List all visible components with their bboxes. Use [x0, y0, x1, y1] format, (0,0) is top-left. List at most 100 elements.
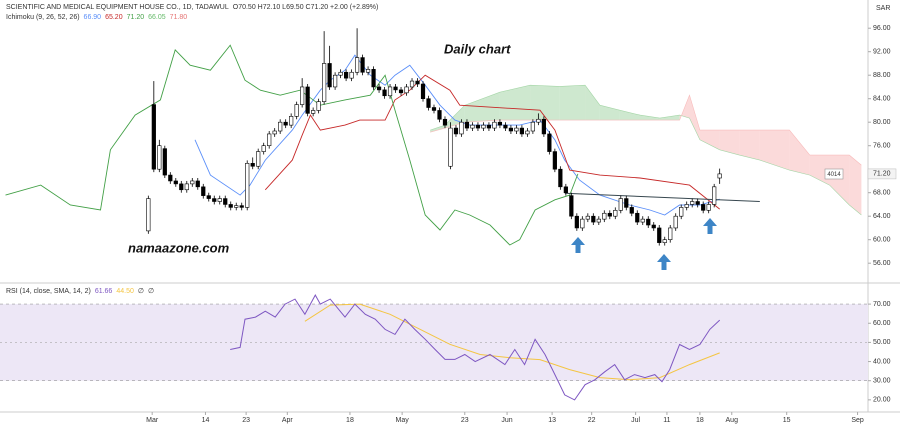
- price-tag: [867, 168, 897, 180]
- x-tick-label: 15: [783, 417, 791, 424]
- x-tick-label: 23: [242, 417, 250, 424]
- candle-body: [201, 186, 206, 196]
- y-tick-label: 96.00: [873, 25, 891, 32]
- y-tick-label: 88.00: [873, 72, 891, 79]
- x-tick-label: 18: [696, 417, 704, 424]
- candle-body: [256, 151, 261, 167]
- y-tick-label: 80.00: [873, 119, 891, 126]
- candle-body: [398, 89, 404, 94]
- candle-body: [492, 121, 497, 129]
- cloud-segment: [499, 85, 531, 121]
- y-tick-label: 50.00: [873, 339, 891, 346]
- candle-body: [646, 218, 651, 226]
- candle-body: [459, 121, 464, 135]
- cloud-segment: [809, 155, 830, 186]
- series-line: [230, 294, 721, 401]
- candle-body: [475, 124, 481, 129]
- x-tick-label: Aug: [726, 417, 739, 424]
- candle-body: [629, 207, 634, 214]
- candle-body: [486, 124, 492, 129]
- legend-value: 61.66: [95, 288, 113, 295]
- legend-value: 66.90: [84, 14, 102, 21]
- candle-body: [250, 163, 255, 167]
- candle-body: [530, 121, 535, 132]
- candle-body: [283, 121, 288, 126]
- x-tick-label: May: [396, 417, 410, 424]
- candle-body: [481, 124, 486, 129]
- candle-body: [679, 207, 684, 217]
- series-line: [5, 44, 579, 246]
- candle-body: [585, 215, 590, 220]
- y-tick-label: 60.00: [873, 237, 891, 244]
- indicator-legend: Ichimoku (9, 26, 52, 26) 66.90 65.20 71.20 6…: [6, 14, 187, 21]
- cloud-segment: [719, 130, 740, 156]
- x-tick-label: Apr: [282, 417, 294, 424]
- unit-label: SAR: [876, 5, 890, 12]
- candle-body: [673, 215, 678, 229]
- x-tick-label: Jun: [501, 417, 512, 424]
- candle-body: [591, 215, 596, 223]
- candle-body: [162, 148, 167, 176]
- rsi-band: [0, 304, 868, 381]
- candle-body: [404, 86, 409, 94]
- y-tick-label: 68.00: [873, 190, 891, 197]
- candle-body: [228, 204, 233, 208]
- cloud-segment: [759, 130, 790, 171]
- chart-title: SCIENTIFIC AND MEDICAL EQUIPMENT HOUSE C…: [6, 4, 229, 11]
- candle-body: [508, 127, 514, 132]
- candle-body: [448, 127, 453, 167]
- candle-body: [184, 183, 189, 191]
- candle-body: [393, 86, 398, 91]
- candle-body: [420, 83, 426, 99]
- candle-body: [278, 121, 283, 132]
- candle-body: [300, 86, 305, 105]
- candle-body: [190, 180, 195, 185]
- candle-body: [618, 198, 623, 211]
- legend-value: 44.50: [116, 288, 134, 295]
- candle-body: [602, 212, 607, 220]
- annotation: Daily chart: [444, 41, 511, 56]
- candle-body: [640, 218, 645, 223]
- cloud-edge: [430, 84, 862, 216]
- x-tick-label: 11: [663, 417, 670, 424]
- candle-body: [624, 198, 629, 208]
- indicator-title: Ichimoku (9, 26, 52, 26): [6, 14, 80, 21]
- candle-body: [365, 69, 371, 73]
- candle-body: [717, 173, 722, 179]
- y-tick-label: 60.00: [873, 320, 891, 327]
- arrows: [571, 218, 717, 270]
- candle-body: [382, 89, 387, 97]
- candle-body: [437, 110, 442, 120]
- candle-body: [470, 124, 475, 129]
- y-tick-label: 76.00: [873, 143, 891, 150]
- candle-body: [706, 204, 711, 211]
- candle-body: [503, 124, 508, 129]
- candle-body: [431, 107, 437, 111]
- chart-header: SCIENTIFIC AND MEDICAL EQUIPMENT HOUSE C…: [6, 4, 378, 11]
- cloud-segment: [829, 155, 850, 205]
- x-tick-label: 22: [588, 417, 596, 424]
- y-tick-label: 40.00: [873, 358, 891, 365]
- cloud-segment: [849, 155, 862, 215]
- legend-value: 65.20: [105, 14, 123, 21]
- candle-body: [453, 127, 459, 135]
- legend-value: ∅: [138, 288, 144, 295]
- cloud-segment: [430, 125, 445, 133]
- candle-body: [245, 163, 250, 208]
- annotation: namaazone.com: [128, 240, 230, 255]
- price-tag-label: 71.20: [873, 171, 891, 178]
- cloud-segment: [659, 115, 680, 121]
- candle-body: [695, 201, 700, 205]
- candle-body: [223, 198, 228, 205]
- x-tick-label: Sep: [851, 417, 864, 424]
- candle-body: [206, 195, 211, 199]
- candle-body: [635, 212, 640, 223]
- legend-value: 66.05: [148, 14, 166, 21]
- cloud-segment: [585, 85, 600, 121]
- candle-body: [684, 204, 689, 208]
- y-tick-label: 64.00: [873, 213, 891, 220]
- candle-body: [376, 86, 382, 91]
- cloud-segment: [619, 110, 640, 121]
- cloud-segment: [699, 130, 720, 150]
- candle-body: [327, 63, 332, 88]
